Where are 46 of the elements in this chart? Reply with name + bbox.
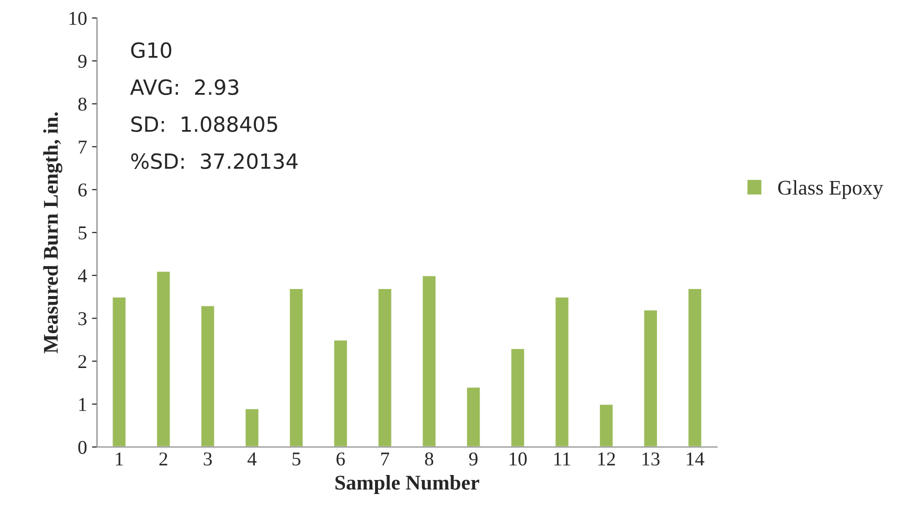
y-tick-label: 5 [78, 226, 87, 240]
x-tick-label: 1 [116, 452, 123, 466]
x-tick-label: 7 [381, 452, 390, 466]
annotation: %SD: 37.20134 [131, 153, 298, 170]
x-tick-label: 8 [425, 452, 434, 466]
bar [200, 304, 216, 447]
x-tick-label: 2 [159, 452, 168, 466]
x-tick-label: 5 [292, 452, 300, 466]
y-tick-label: 7 [78, 140, 87, 154]
x-tick-label: 3 [204, 452, 212, 466]
x-tick-label: 14 [686, 452, 704, 466]
x-tick-label: 12 [598, 452, 615, 466]
y-tick-label: 4 [78, 269, 87, 282]
bar [332, 339, 348, 447]
bar [288, 288, 304, 447]
y-tick-label: 9 [78, 54, 86, 68]
x-tick-label: 10 [510, 452, 527, 466]
x-tick-label: 6 [336, 452, 345, 466]
x-tick-label: 4 [248, 452, 257, 466]
x-tick-label: 11 [554, 452, 570, 466]
y-tick-label: 3 [78, 312, 87, 326]
y-tick-label: 10 [70, 12, 87, 25]
annotation: G10 [131, 42, 172, 58]
y-tick-label: 2 [78, 355, 86, 368]
y-tick-label: 1 [79, 398, 86, 411]
bar [642, 309, 658, 447]
x-tick-label: 13 [642, 452, 660, 466]
bar [156, 270, 172, 447]
bar [598, 403, 614, 447]
y-axis-title: Measured Burn Length, in. [43, 112, 62, 354]
bar [244, 408, 260, 447]
bar [687, 288, 703, 447]
bar [377, 288, 393, 447]
bar [421, 274, 437, 447]
bar [554, 296, 570, 447]
annotation: SD: 1.088405 [131, 116, 278, 132]
annotation: AVG: 2.93 [130, 79, 238, 96]
y-tick-label: 8 [78, 98, 87, 111]
legend-label: Glass Epoxy [778, 180, 884, 200]
x-axis-title: Sample Number [335, 475, 480, 494]
y-tick-label: 0 [78, 440, 87, 454]
bar [466, 386, 482, 447]
x-tick-label: 9 [469, 452, 478, 466]
y-tick-label: 6 [78, 183, 87, 197]
bar [111, 296, 127, 447]
bar [510, 348, 526, 447]
